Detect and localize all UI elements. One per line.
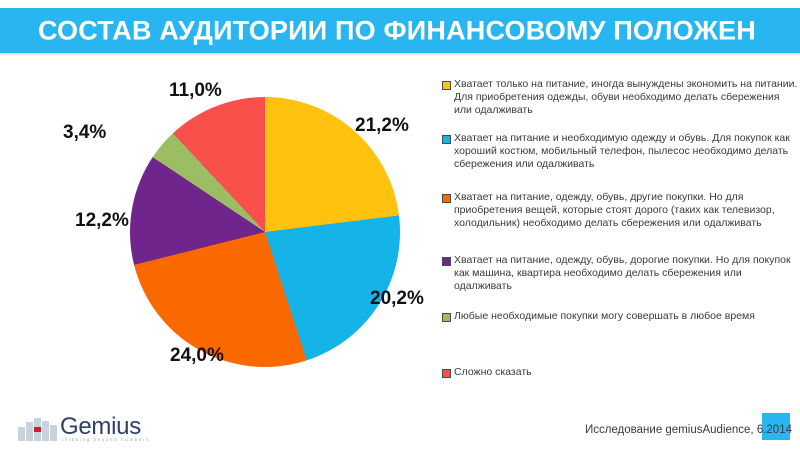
legend-item-label: Любые необходимые покупки могу совершать… [454, 310, 755, 322]
legend-swatch-icon [442, 81, 451, 90]
pie-label-purple: 12,2% [75, 210, 129, 231]
legend-item-label: Хватает на питание и необходимую одежду … [454, 132, 793, 171]
legend-item-1[interactable]: Хватает на питание и необходимую одежду … [440, 132, 798, 172]
title-banner: СОСТАВ АУДИТОРИИ ПО ФИНАНСОВОМУ ПОЛОЖЕН [0, 8, 800, 53]
source-caption: Исследование gemiusAudience, 6.2014 [584, 424, 792, 436]
pie-label-red: 11,0% [169, 80, 222, 101]
banner-shadow [0, 53, 800, 56]
logo-wordmark: Gemius [60, 413, 141, 440]
legend-swatch-icon [442, 135, 451, 144]
legend-swatch-icon [442, 313, 451, 322]
footer-accent-block [762, 413, 790, 440]
pie-chart: 11,0% 21,2% 3,4% 12,2% 20,2% 24,0% [0, 60, 435, 405]
logo-bars-icon [18, 415, 58, 441]
legend-swatch-icon [442, 194, 451, 203]
legend-item-2[interactable]: Хватает на питание, одежду, обувь, други… [440, 191, 798, 231]
gemius-logo: Gemius thinking beyond numbers [18, 413, 153, 443]
legend-item-3[interactable]: Хватает на питание, одежду, обувь, дорог… [440, 254, 798, 294]
legend-item-label: Хватает на питание, одежду, обувь, други… [454, 191, 778, 230]
legend-item-0[interactable]: Хватает только на питание, иногда вынужд… [440, 78, 798, 118]
pie-label-yellow: 21,2% [355, 115, 409, 136]
logo-tagline: thinking beyond numbers [62, 437, 151, 442]
legend-item-label: Хватает на питание, одежду, обувь, дорог… [454, 254, 794, 293]
legend-item-4[interactable]: Любые необходимые покупки могу совершать… [440, 310, 798, 323]
pie-label-orange: 24,0% [170, 345, 224, 366]
pie-label-green: 3,4% [63, 122, 107, 143]
legend-swatch-icon [442, 257, 451, 266]
legend-item-label: Хватает только на питание, иногда вынужд… [454, 78, 798, 117]
pie-graphic [130, 97, 400, 367]
pie-label-blue: 20,2% [370, 288, 424, 309]
chart-legend: Хватает только на питание, иногда вынужд… [440, 78, 800, 398]
legend-item-5[interactable]: Сложно сказать [440, 366, 798, 379]
legend-swatch-icon [442, 369, 451, 378]
legend-item-label: Сложно сказать [454, 366, 532, 378]
page-title: СОСТАВ АУДИТОРИИ ПО ФИНАНСОВОМУ ПОЛОЖЕН [38, 15, 756, 45]
